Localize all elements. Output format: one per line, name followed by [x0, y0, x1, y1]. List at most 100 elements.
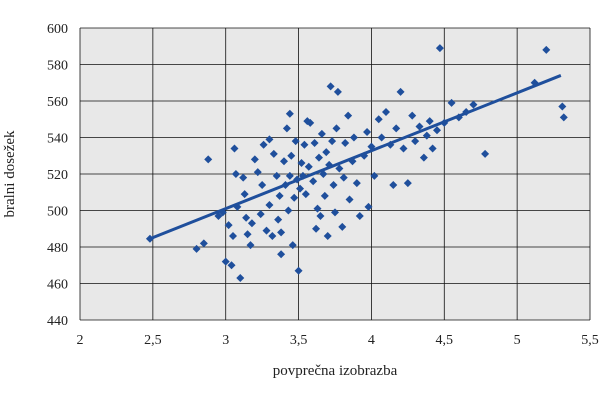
- data-point: [231, 170, 240, 178]
- data-point: [199, 239, 208, 248]
- data-point: [309, 177, 318, 186]
- data-point: [242, 213, 251, 222]
- y-tick-label: 440: [47, 314, 68, 329]
- data-point: [192, 244, 201, 253]
- data-point: [319, 170, 328, 178]
- y-tick-label: 500: [47, 205, 68, 220]
- data-point: [326, 82, 335, 91]
- data-point: [335, 164, 344, 173]
- data-point: [310, 138, 319, 147]
- data-point: [341, 138, 350, 147]
- data-point: [316, 211, 325, 220]
- data-point: [253, 168, 262, 177]
- data-point: [239, 173, 248, 182]
- data-point: [411, 137, 420, 146]
- data-point: [382, 107, 390, 116]
- data-point: [246, 241, 255, 250]
- y-tick-label: 580: [47, 59, 68, 74]
- data-point: [339, 173, 348, 182]
- data-point: [367, 142, 376, 151]
- data-point: [250, 155, 259, 164]
- data-point: [360, 151, 369, 160]
- data-point: [331, 208, 339, 217]
- data-point: [275, 191, 284, 200]
- x-tick-label: 5,5: [581, 333, 599, 348]
- data-point: [333, 87, 342, 96]
- y-tick-label: 460: [47, 278, 68, 293]
- data-point: [298, 171, 307, 180]
- data-point: [285, 109, 294, 118]
- data-point: [240, 190, 249, 199]
- data-point: [218, 208, 227, 217]
- data-point: [265, 201, 274, 210]
- data-point: [247, 219, 256, 228]
- data-point: [301, 190, 310, 199]
- x-tick-label: 3: [222, 333, 229, 348]
- y-tick-label: 540: [47, 132, 68, 147]
- data-point: [258, 180, 267, 189]
- data-point: [281, 180, 290, 189]
- y-tick-label: 560: [47, 95, 68, 110]
- data-point: [352, 179, 361, 188]
- y-tick-label: 520: [47, 168, 68, 183]
- data-point: [355, 211, 364, 220]
- data-point: [297, 159, 306, 168]
- data-point: [312, 224, 321, 233]
- data-point: [481, 149, 490, 158]
- data-point: [329, 180, 338, 189]
- data-point: [233, 202, 242, 211]
- data-point: [288, 241, 297, 250]
- data-point: [328, 137, 337, 146]
- data-point: [259, 140, 268, 149]
- data-point: [274, 215, 283, 224]
- data-point: [236, 274, 245, 283]
- data-point: [374, 115, 383, 124]
- data-point: [256, 210, 265, 219]
- data-point: [317, 129, 326, 138]
- data-point: [320, 191, 329, 200]
- data-point: [422, 131, 431, 140]
- data-point: [469, 100, 478, 109]
- data-point: [323, 232, 332, 241]
- data-point: [204, 155, 213, 164]
- data-point: [396, 87, 405, 96]
- data-point: [415, 122, 424, 131]
- data-point: [559, 113, 568, 122]
- data-point: [322, 148, 331, 157]
- data-point: [282, 124, 291, 133]
- data-point: [300, 140, 309, 149]
- data-point: [294, 266, 303, 275]
- data-point: [435, 44, 444, 53]
- data-point: [419, 153, 428, 162]
- data-point: [408, 111, 417, 120]
- data-point: [285, 171, 294, 180]
- data-point: [214, 211, 223, 220]
- data-point: [440, 118, 449, 127]
- data-point: [558, 102, 567, 111]
- data-point: [332, 124, 341, 133]
- x-tick-label: 4,5: [436, 333, 454, 348]
- data-point: [277, 228, 286, 237]
- data-point: [377, 133, 386, 142]
- data-point: [325, 160, 334, 169]
- data-point: [306, 118, 315, 127]
- grid-lines: [79, 27, 591, 321]
- x-tick-label: 2,5: [144, 333, 162, 348]
- data-point: [145, 234, 154, 243]
- data-point: [370, 171, 379, 180]
- data-point: [224, 221, 233, 230]
- data-point: [243, 230, 252, 239]
- data-point: [425, 117, 434, 126]
- y-tick-label: 600: [47, 22, 68, 37]
- data-point: [296, 184, 305, 193]
- data-point: [348, 157, 357, 166]
- data-point: [262, 226, 271, 235]
- data-point: [344, 111, 353, 120]
- x-axis-title: povprečna izobrazba: [273, 363, 398, 379]
- x-tick-label: 2: [77, 333, 84, 348]
- data-point: [349, 133, 358, 142]
- x-tick-label: 5: [514, 333, 521, 348]
- data-point: [433, 126, 441, 135]
- data-point: [428, 144, 437, 153]
